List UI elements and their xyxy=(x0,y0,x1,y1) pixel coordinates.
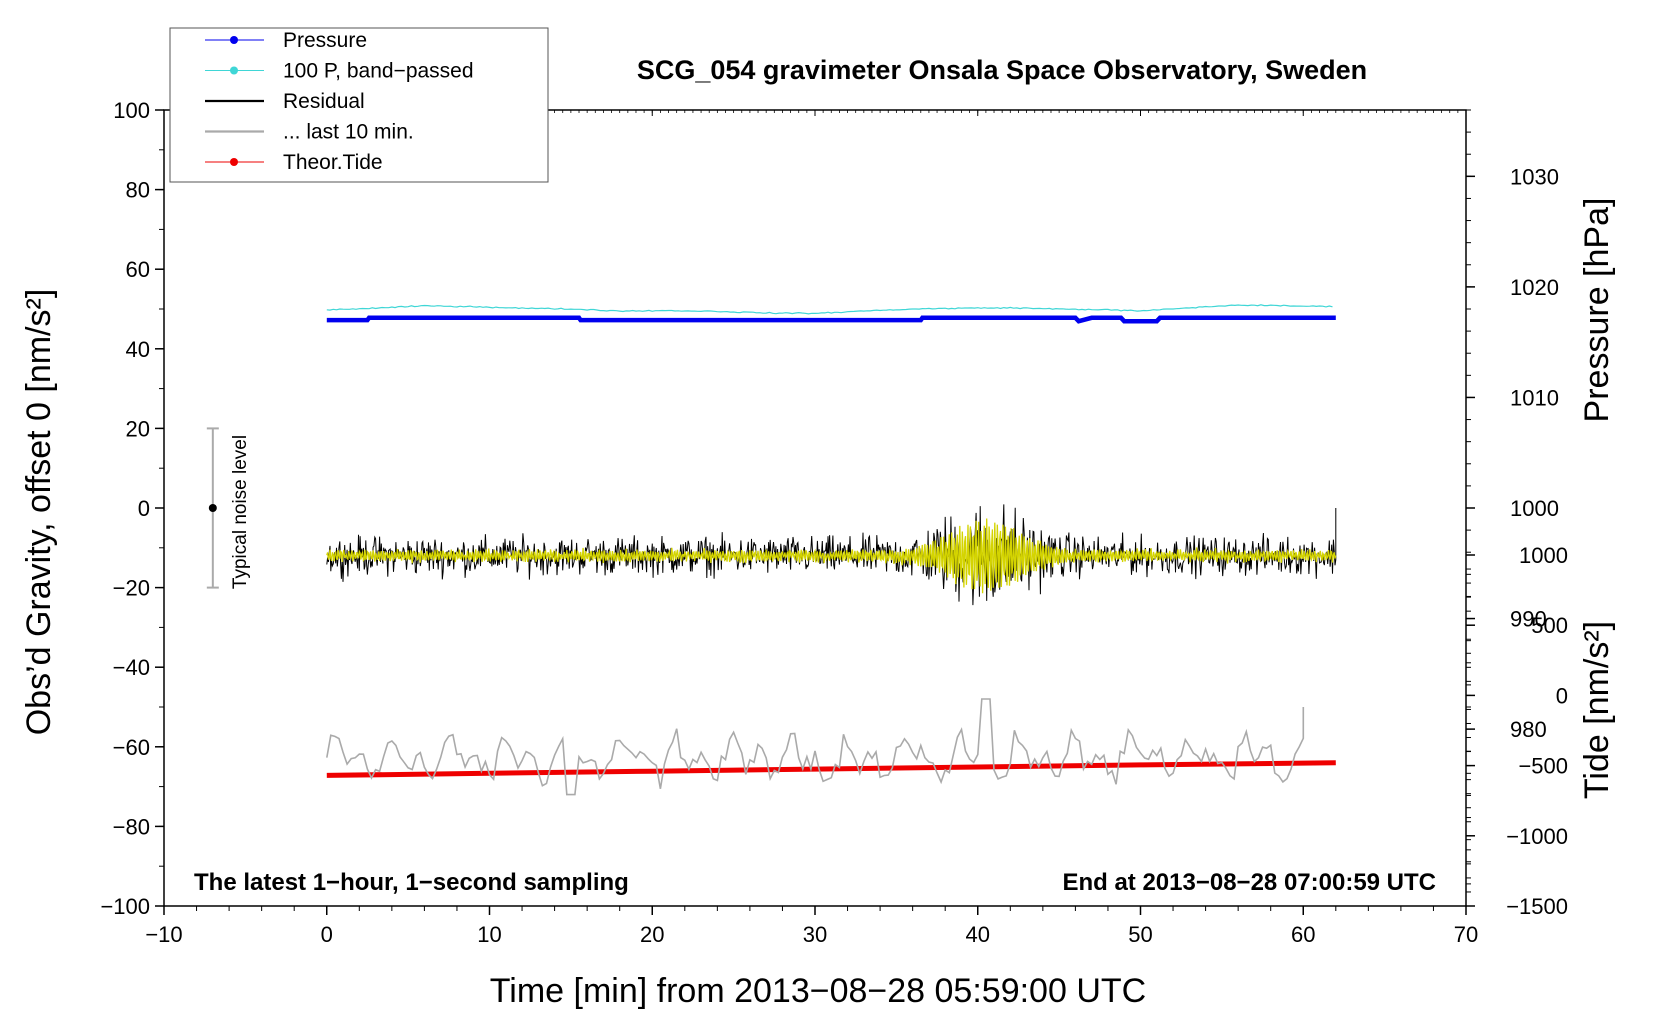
legend-entry-label: Pressure xyxy=(283,29,367,52)
pressure-tick-label: 1010 xyxy=(1510,385,1559,410)
y-axis-label-tide: Tide [nm/s²] xyxy=(1578,621,1616,799)
y-tick-label: −20 xyxy=(113,576,150,601)
chart-title: SCG_054 gravimeter Onsala Space Observat… xyxy=(637,55,1367,85)
x-tick-label: 0 xyxy=(321,922,333,947)
plot-frame-group: −10 0 10 20 30 40 50 60 70−100−80−60−40−20020406… xyxy=(100,98,1568,947)
tide-tick-label: 0 xyxy=(1556,683,1568,708)
legend-entry-label: 100 P, band−passed xyxy=(283,60,474,83)
series-theor-tide xyxy=(326,760,1336,778)
legend-marker xyxy=(230,158,238,166)
noise-bar-center-dot xyxy=(208,504,217,512)
y-tick-label: 100 xyxy=(113,98,150,123)
y-tick-label: −60 xyxy=(113,735,150,760)
y-axis-label-pressure: Pressure [hPa] xyxy=(1578,198,1616,423)
x-tick-label: −10 xyxy=(145,922,182,947)
series-residual-smoothed xyxy=(326,518,1337,594)
y-tick-label: 60 xyxy=(126,257,150,282)
x-tick-label: 10 xyxy=(477,922,501,947)
series-last-10-min xyxy=(326,698,1305,796)
note-bottom-right: End at 2013−08−28 07:00:59 UTC xyxy=(1062,869,1436,896)
y-axis-label-left: Obs’d Gravity, offset 0 [nm/s²] xyxy=(20,289,58,736)
y-tick-label: 40 xyxy=(126,337,150,362)
tide-tick-label: 500 xyxy=(1531,613,1568,638)
x-tick-label: 60 xyxy=(1291,922,1315,947)
y-tick-label: −100 xyxy=(100,894,150,919)
series-group xyxy=(326,304,1337,796)
series-pressure xyxy=(326,315,1336,324)
tide-tick-label: 1000 xyxy=(1519,543,1568,568)
legend-entry-label: Theor.Tide xyxy=(283,151,383,174)
legend-entry-label: ... last 10 min. xyxy=(283,121,414,144)
legend: Pressure 100 P, band−passed Residual ... la… xyxy=(169,27,549,183)
tide-tick-label: −1500 xyxy=(1506,894,1568,919)
x-tick-label: 70 xyxy=(1454,922,1478,947)
plot-frame xyxy=(163,109,1467,907)
annotation-group xyxy=(206,427,219,589)
tide-tick-label: −1000 xyxy=(1506,824,1568,849)
pressure-tick-label: 1030 xyxy=(1510,164,1559,189)
pressure-tick-label: 1020 xyxy=(1510,275,1559,300)
series-100p-band-passed xyxy=(326,304,1333,315)
x-axis-label: Time [min] from 2013−08−28 05:59:00 UTC xyxy=(490,972,1146,1010)
y-tick-label: 80 xyxy=(126,178,150,203)
tide-tick-label: −500 xyxy=(1518,754,1568,779)
pressure-tick-label: 990 xyxy=(1510,607,1547,632)
x-tick-label: 50 xyxy=(1128,922,1152,947)
legend-marker xyxy=(230,36,238,44)
x-tick-label: 20 xyxy=(640,922,664,947)
noise-level-label: Typical noise level xyxy=(230,435,251,589)
y-tick-label: 20 xyxy=(126,416,150,441)
legend-marker xyxy=(230,66,238,75)
x-tick-label: 40 xyxy=(966,922,990,947)
legend-box xyxy=(169,27,549,183)
y-tick-label: −40 xyxy=(113,655,150,680)
pressure-tick-label: 1000 xyxy=(1510,496,1559,521)
pressure-tick-label: 980 xyxy=(1510,717,1547,742)
y-tick-label: −80 xyxy=(113,814,150,839)
x-tick-label: 30 xyxy=(803,922,827,947)
note-bottom-left: The latest 1−hour, 1−second sampling xyxy=(194,869,629,896)
legend-entry-label: Residual xyxy=(283,90,365,113)
y-tick-label: 0 xyxy=(138,496,150,521)
